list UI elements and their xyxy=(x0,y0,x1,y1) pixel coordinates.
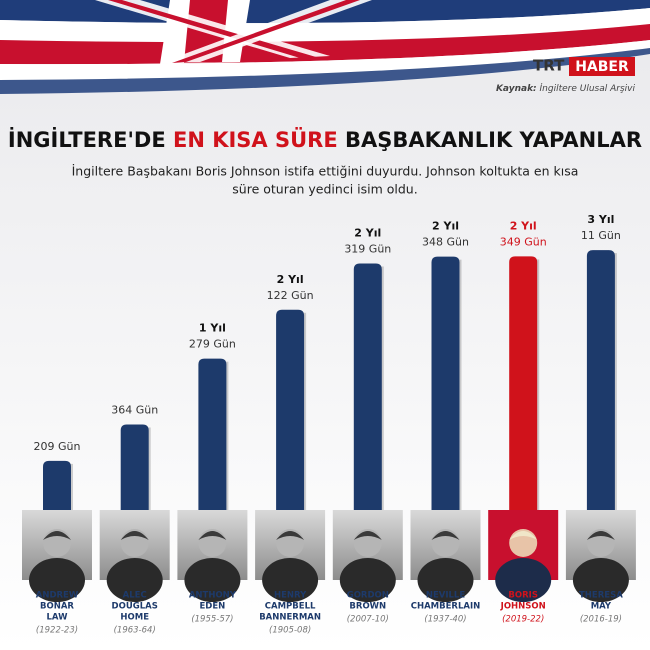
logo: TRT HABER xyxy=(533,57,635,76)
value-label: 1 Yıl xyxy=(199,322,226,335)
value-label: 209 Gün xyxy=(34,440,81,453)
bar xyxy=(586,250,615,510)
portrait xyxy=(410,510,481,602)
term-label: (1963-64) xyxy=(114,626,156,636)
term-label: (2007-10) xyxy=(347,615,389,625)
value-label: 2 Yıl xyxy=(510,219,537,232)
logo-right: HABER xyxy=(575,59,629,75)
subtitle: İngiltere Başbakanı Boris Johnson istifa… xyxy=(72,164,579,179)
bar xyxy=(120,424,149,510)
title-part: İNGİLTERE'DE xyxy=(8,127,166,152)
category-label: MAY xyxy=(591,602,612,612)
title: İNGİLTERE'DE EN KISA SÜRE BAŞBAKANLIK YA… xyxy=(8,127,642,152)
portrait-hair xyxy=(43,531,71,540)
term-label: (1955-57) xyxy=(191,615,233,625)
term-label: (2016-19) xyxy=(580,615,622,625)
bar xyxy=(198,358,227,510)
term-label: (1937-40) xyxy=(424,615,466,625)
source-text: İngiltere Ulusal Arşivi xyxy=(540,83,636,94)
category-label: EDEN xyxy=(200,602,226,612)
term-label: (1922-23) xyxy=(36,626,78,636)
value-label: 319 Gün xyxy=(344,242,391,255)
category-label: HOME xyxy=(120,613,149,623)
value-label: 279 Gün xyxy=(189,338,236,351)
value-label: 364 Gün xyxy=(111,403,158,416)
category-label: ANDREW xyxy=(36,591,79,601)
bar xyxy=(431,256,460,510)
portrait-body xyxy=(417,558,474,602)
portrait-hair xyxy=(586,531,615,540)
category-label: LAW xyxy=(47,613,69,623)
portrait xyxy=(177,510,248,602)
category-label: ALEC xyxy=(123,591,147,601)
category-label: CAMPBELL xyxy=(265,602,316,612)
value-label: 348 Gün xyxy=(422,236,469,249)
portrait-body xyxy=(106,558,163,602)
category-label: GORDON xyxy=(347,591,389,601)
portrait-body xyxy=(339,558,396,602)
category-label: BORIS xyxy=(508,591,538,601)
term-label: (2019-22) xyxy=(502,615,544,625)
bar xyxy=(509,256,538,510)
bar xyxy=(43,460,71,510)
portrait xyxy=(99,510,170,602)
category-label: JOHNSON xyxy=(500,602,546,612)
category-label: DOUGLAS xyxy=(112,602,158,612)
portrait-hair xyxy=(120,531,149,540)
value-label: 349 Gün xyxy=(500,235,547,248)
category-label: NEVILLE xyxy=(426,591,465,601)
category-label: HENRY xyxy=(274,591,307,601)
portrait xyxy=(22,510,92,602)
portrait-body xyxy=(572,558,629,602)
portrait-body xyxy=(262,558,319,602)
value-label: 2 Yıl xyxy=(354,226,381,239)
value-label: 122 Gün xyxy=(267,289,314,302)
title-part: BAŞBAKANLIK YAPANLAR xyxy=(345,128,642,152)
logo-left: TRT xyxy=(533,57,565,75)
title-highlight: EN KISA SÜRE xyxy=(173,127,338,152)
category-label: ANTHONY xyxy=(189,591,237,601)
portrait xyxy=(332,510,403,602)
value-label: 3 Yıl xyxy=(587,213,614,226)
portrait xyxy=(255,510,326,602)
portrait-hair xyxy=(509,531,538,540)
category-label: BANNERMAN xyxy=(259,613,321,623)
category-label: CHAMBERLAIN xyxy=(411,602,481,612)
category-label: THERESA xyxy=(579,591,623,601)
portrait-hair xyxy=(431,531,460,540)
value-label: 2 Yıl xyxy=(277,273,304,286)
flag-decoration xyxy=(0,0,650,94)
category-label: BROWN xyxy=(349,602,386,612)
value-label: 11 Gün xyxy=(581,229,621,242)
portrait-hair xyxy=(198,531,227,540)
source-label: Kaynak: xyxy=(496,84,537,94)
portrait xyxy=(565,510,636,602)
value-label: 2 Yıl xyxy=(432,220,459,233)
subtitle: süre oturan yedinci isim oldu. xyxy=(232,182,417,197)
portrait-hair xyxy=(353,531,382,540)
term-label: (1905-08) xyxy=(269,626,311,636)
source: Kaynak: İngiltere Ulusal Arşivi xyxy=(496,83,636,94)
portrait-body xyxy=(29,558,85,602)
category-label: BONAR xyxy=(40,602,74,612)
portrait-hair xyxy=(276,531,305,540)
portrait-body xyxy=(495,558,552,602)
portrait xyxy=(488,510,559,602)
logo-box xyxy=(569,57,635,76)
bar xyxy=(353,263,382,510)
bar xyxy=(276,309,305,510)
portrait-body xyxy=(184,558,241,602)
